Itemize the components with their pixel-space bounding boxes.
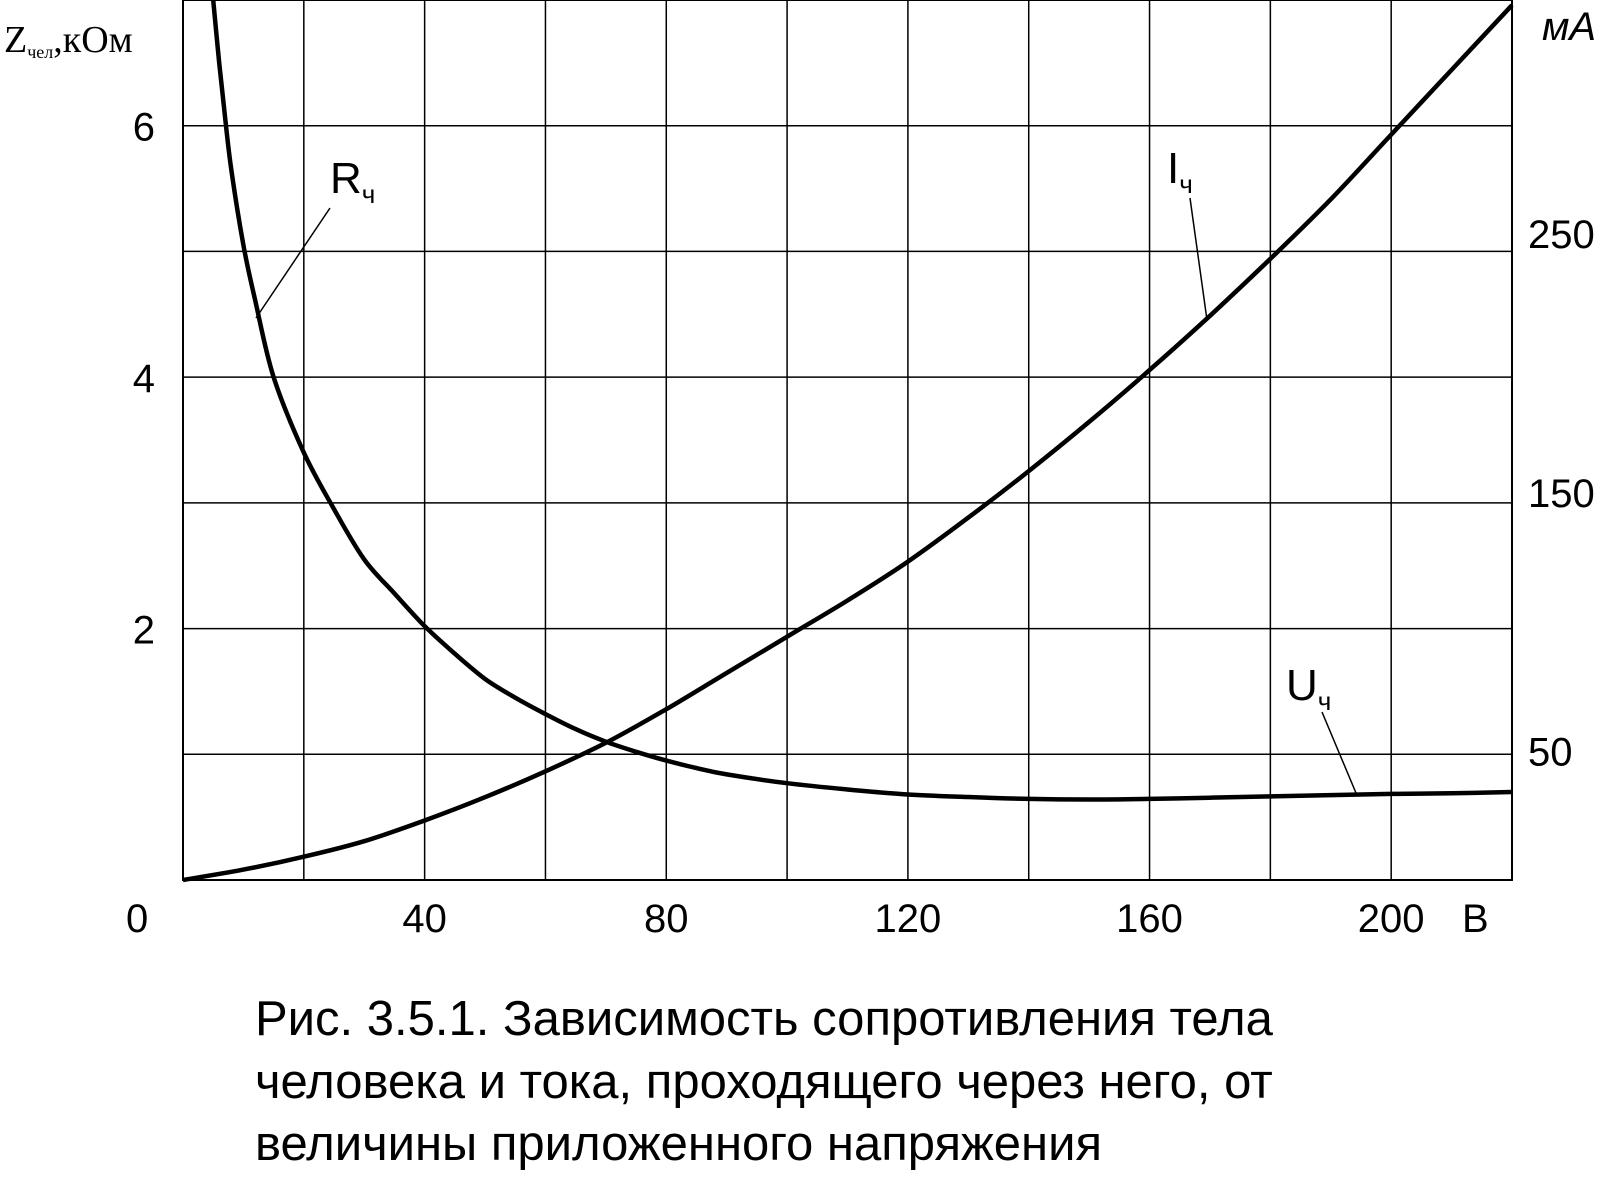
leader-line-r bbox=[255, 207, 331, 319]
leader-line-u bbox=[1321, 711, 1357, 794]
series-r-curve bbox=[210, 0, 1513, 802]
y-right-tick-label: 150 bbox=[1528, 472, 1595, 516]
x-tick-label: 80 bbox=[644, 897, 689, 941]
x-tick-label: 120 bbox=[875, 897, 942, 941]
figure-caption-line-1: Рис. 3.5.1. Зависимость сопротивления те… bbox=[255, 992, 1274, 1046]
y-axis-right-title: мА bbox=[1542, 5, 1596, 49]
y-left-tick-label: 2 bbox=[133, 609, 155, 653]
y-axis-left-title: Zчел,кОм bbox=[4, 19, 133, 62]
curve-label-u-subscript: ч bbox=[1318, 686, 1332, 716]
leader-line-i bbox=[1189, 197, 1208, 321]
chart-curves bbox=[182, 0, 1514, 883]
series-i-curve bbox=[182, 3, 1514, 883]
curve-label-r-subscript: ч bbox=[362, 179, 376, 209]
y-left-tick-label: 4 bbox=[133, 357, 155, 401]
curve-label-u: Uч bbox=[1286, 661, 1331, 716]
chart-grid bbox=[183, 0, 1513, 880]
tick-labels: 40 80 120 160 200 2 4 6 50 150 250 bbox=[133, 106, 1595, 941]
x-axis-title: В bbox=[1462, 897, 1489, 941]
curve-label-r: Rч bbox=[330, 154, 375, 209]
curve-leader-lines bbox=[255, 197, 1357, 794]
plot-frame bbox=[182, 0, 1513, 881]
curve-label-i-subscript: ч bbox=[1179, 169, 1193, 199]
y-axis-left-subscript: чел bbox=[27, 42, 53, 62]
figure-caption-line-3: величины приложенного напряжения bbox=[255, 1117, 1102, 1171]
y-right-tick-label: 50 bbox=[1528, 731, 1573, 775]
curve-label-i-symbol: I bbox=[1167, 144, 1179, 193]
x-tick-label: 200 bbox=[1358, 897, 1425, 941]
curve-label-u-symbol: U bbox=[1286, 661, 1318, 710]
y-axis-left-symbol: Z bbox=[4, 19, 27, 61]
y-axis-left-unit: ,кОм bbox=[53, 19, 132, 61]
y-right-tick-label: 250 bbox=[1528, 213, 1595, 257]
origin-label: 0 bbox=[126, 897, 148, 941]
x-tick-label: 40 bbox=[402, 897, 447, 941]
figure-caption-line-2: человека и тока, проходящего через него,… bbox=[255, 1055, 1273, 1109]
curve-label-i: Iч bbox=[1167, 144, 1193, 199]
y-left-tick-label: 6 bbox=[133, 106, 155, 150]
curve-label-r-symbol: R bbox=[330, 154, 362, 203]
x-tick-label: 160 bbox=[1116, 897, 1183, 941]
